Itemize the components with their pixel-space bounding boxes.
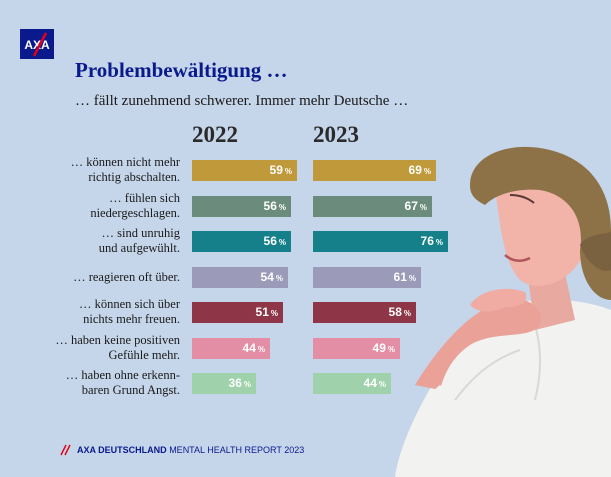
bar-value-number: 76 xyxy=(420,234,434,248)
bar-value-number: 51 xyxy=(255,305,269,319)
bar-value-unit: % xyxy=(278,203,286,212)
year-label-2022: 2022 xyxy=(192,122,238,147)
chart-subtitle: … fällt zunehmend schwerer. Immer mehr D… xyxy=(75,93,409,109)
bar-value-label: 54% xyxy=(261,267,283,288)
bar-value-unit: % xyxy=(284,167,292,176)
bar-2023-3: 61% xyxy=(313,267,421,288)
bar-value-unit: % xyxy=(423,167,431,176)
footer-brand: AXA DEUTSCHLAND xyxy=(77,445,167,455)
bar-value-label: 51% xyxy=(256,302,278,323)
bar-value-number: 36 xyxy=(228,376,242,390)
bar-value-unit: % xyxy=(278,238,286,247)
bar-value-label: 56% xyxy=(264,196,286,217)
category-label: … können nicht mehr richtig abschalten. xyxy=(70,155,180,184)
bar-value-unit: % xyxy=(243,380,251,389)
bar-value-number: 54 xyxy=(260,270,274,284)
footer-slash-icon xyxy=(60,444,71,456)
bar-value-label: 49% xyxy=(373,338,395,359)
bar-value-label: 59% xyxy=(270,160,292,181)
bar-2022-6: 36% xyxy=(192,373,256,394)
bar-2023-6: 44% xyxy=(313,373,391,394)
bar-2023-5: 49% xyxy=(313,338,400,359)
category-label: … haben ohne erkenn- baren Grund Angst. xyxy=(65,368,180,397)
bar-value-number: 67 xyxy=(404,199,418,213)
bar-value-label: 58% xyxy=(389,302,411,323)
bar-value-label: 69% xyxy=(409,160,431,181)
bar-value-unit: % xyxy=(419,203,427,212)
bar-2022-2: 56% xyxy=(192,231,291,252)
axa-logo: AXA xyxy=(20,29,54,59)
bar-value-number: 69 xyxy=(408,163,422,177)
bar-value-label: 44% xyxy=(243,338,265,359)
bar-value-label: 44% xyxy=(364,373,386,394)
bar-value-number: 44 xyxy=(242,341,256,355)
bar-value-unit: % xyxy=(403,309,411,318)
category-label: … fühlen sich niedergeschlagen. xyxy=(90,191,180,220)
bar-2023-4: 58% xyxy=(313,302,416,323)
chart-title: Problembewältigung … xyxy=(75,58,288,82)
bar-value-label: 61% xyxy=(394,267,416,288)
axa-logo-text: AXA xyxy=(24,38,50,52)
bar-value-unit: % xyxy=(387,345,395,354)
bar-2022-0: 59% xyxy=(192,160,297,181)
category-label: … sind unruhig und aufgewühlt. xyxy=(98,226,180,255)
bar-2023-0: 69% xyxy=(313,160,436,181)
bar-2022-1: 56% xyxy=(192,196,291,217)
year-label-2023: 2023 xyxy=(313,122,359,147)
bar-value-number: 49 xyxy=(372,341,386,355)
bar-2022-3: 54% xyxy=(192,267,288,288)
bar-value-number: 56 xyxy=(263,234,277,248)
footer-source: AXA DEUTSCHLAND MENTAL HEALTH REPORT 202… xyxy=(77,445,304,455)
bar-2022-5: 44% xyxy=(192,338,270,359)
category-label: … können sich über nichts mehr freuen. xyxy=(78,297,180,326)
category-label: … reagieren oft über. xyxy=(73,270,180,284)
bar-value-label: 67% xyxy=(405,196,427,217)
bar-value-number: 61 xyxy=(393,270,407,284)
bar-value-label: 76% xyxy=(421,231,443,252)
bar-2023-2: 76% xyxy=(313,231,448,252)
bar-value-number: 44 xyxy=(363,376,377,390)
bar-value-unit: % xyxy=(275,274,283,283)
bar-value-unit: % xyxy=(378,380,386,389)
bar-value-label: 36% xyxy=(229,373,251,394)
bar-value-unit: % xyxy=(270,309,278,318)
bar-value-unit: % xyxy=(257,345,265,354)
category-label: … haben keine positiven Gefühle mehr. xyxy=(55,333,180,362)
bar-value-number: 56 xyxy=(263,199,277,213)
bar-2023-1: 67% xyxy=(313,196,432,217)
footer-report: MENTAL HEALTH REPORT 2023 xyxy=(169,445,305,455)
bar-value-unit: % xyxy=(435,238,443,247)
bar-value-label: 56% xyxy=(264,231,286,252)
bar-2022-4: 51% xyxy=(192,302,283,323)
bar-value-number: 59 xyxy=(269,163,283,177)
bar-value-number: 58 xyxy=(388,305,402,319)
bar-value-unit: % xyxy=(408,274,416,283)
